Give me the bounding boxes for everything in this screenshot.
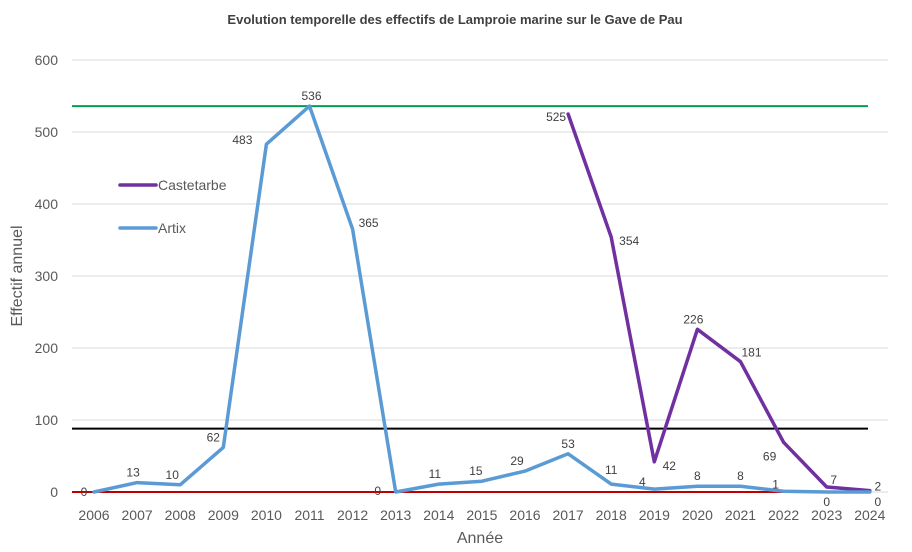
data-label: 181 [741, 346, 761, 360]
y-axis-title: Effectif annuel [9, 225, 26, 326]
x-tick-label: 2023 [811, 507, 842, 523]
data-label: 365 [359, 216, 379, 230]
x-tick-label: 2024 [854, 507, 885, 523]
x-tick-label: 2014 [423, 507, 454, 523]
chart-title: Evolution temporelle des effectifs de La… [227, 12, 682, 27]
data-label: 536 [301, 89, 321, 103]
data-label: 525 [546, 110, 566, 124]
data-label: 29 [510, 454, 524, 468]
x-tick-label: 2015 [466, 507, 497, 523]
data-label: 4 [639, 475, 646, 489]
data-label: 10 [166, 468, 180, 482]
x-tick-label: 2020 [682, 507, 713, 523]
data-label: 0 [374, 484, 381, 498]
data-label: 2 [874, 480, 881, 494]
x-tick-label: 2007 [122, 507, 153, 523]
data-label: 0 [81, 485, 88, 499]
x-tick-label: 2018 [596, 507, 627, 523]
series-lines [92, 104, 872, 494]
data-label: 0 [823, 495, 830, 509]
y-axis-ticks: 0 100 200 300 400 500 600 [35, 52, 59, 500]
reference-lines [72, 105, 868, 493]
y-tick-label: 300 [35, 268, 59, 284]
data-label: 15 [469, 464, 483, 478]
data-label: 53 [561, 437, 575, 451]
y-tick-label: 100 [35, 412, 59, 428]
x-tick-label: 2017 [553, 507, 584, 523]
x-tick-label: 2010 [251, 507, 282, 523]
legend-label-castetarbe: Castetarbe [158, 177, 227, 193]
x-tick-label: 2019 [639, 507, 670, 523]
x-tick-label: 2011 [294, 507, 324, 523]
legend-label-artix: Artix [158, 220, 186, 236]
data-label: 42 [663, 459, 677, 473]
data-label: 11 [605, 463, 618, 477]
y-tick-label: 400 [35, 196, 59, 212]
data-label: 483 [232, 133, 252, 147]
x-tick-label: 2008 [165, 507, 196, 523]
data-label: 0 [874, 495, 881, 509]
legend: Castetarbe Artix [118, 177, 227, 236]
x-tick-label: 2012 [337, 507, 368, 523]
data-label: 11 [429, 467, 442, 481]
data-label: 7 [830, 473, 837, 487]
x-tick-label: 2021 [725, 507, 756, 523]
data-label: 8 [737, 469, 744, 483]
y-tick-label: 600 [35, 52, 59, 68]
x-axis-ticks: 2006 2007 2008 2009 2010 2011 2012 2013 2014 2015… [78, 507, 885, 523]
x-tick-label: 2013 [380, 507, 411, 523]
data-label: 354 [619, 234, 639, 248]
data-label: 8 [694, 469, 701, 483]
series-line-castetarbe [566, 112, 872, 493]
y-tick-label: 500 [35, 124, 59, 140]
data-label: 1 [772, 477, 779, 491]
data-label: 69 [763, 449, 777, 463]
data-label: 13 [126, 466, 140, 480]
x-tick-label: 2016 [509, 507, 540, 523]
series-line-artix [92, 104, 872, 494]
gridlines [72, 59, 888, 493]
x-axis-title: Année [457, 530, 503, 547]
y-tick-label: 200 [35, 340, 59, 356]
x-tick-label: 2006 [78, 507, 109, 523]
data-label: 62 [207, 430, 221, 444]
y-tick-label: 0 [50, 484, 58, 500]
x-tick-label: 2022 [768, 507, 799, 523]
data-label: 226 [683, 312, 703, 326]
x-tick-label: 2009 [208, 507, 239, 523]
